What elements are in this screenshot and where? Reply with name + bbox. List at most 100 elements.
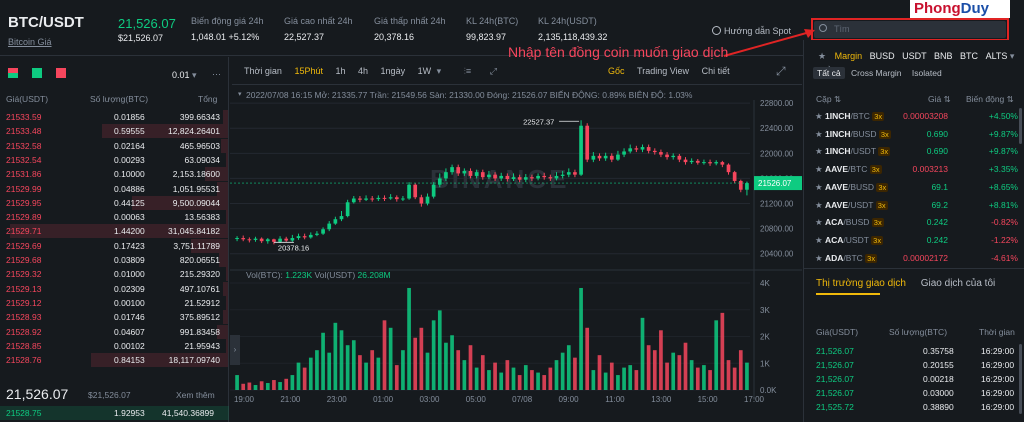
ask-row[interactable]: 21532.54 0.00293 63.09034 [0, 152, 228, 167]
volume-bar [308, 357, 313, 390]
subtab-all[interactable]: Tất cả [813, 67, 845, 79]
view-tradingview[interactable]: Trading View [637, 66, 690, 76]
ask-row[interactable]: 21529.12 0.00100 21.52912 [0, 295, 228, 310]
time-tick-label: 05:00 [466, 395, 487, 404]
candle [566, 172, 571, 175]
indicator-settings-icon[interactable]: ⫶≡ [463, 66, 472, 76]
ask-row[interactable]: 21529.68 0.03809 820.06551 [0, 253, 228, 267]
chevron-down-icon[interactable]: ▾ [1009, 51, 1015, 61]
search-input[interactable]: Tìm [814, 21, 1006, 38]
favorite-star-icon[interactable]: ★ [815, 234, 823, 245]
market-row[interactable]: ★ ACA/USDT 3x 0.242 -1.22% [803, 231, 1024, 249]
bid-row[interactable]: 21528.75 1.92953 41,540.36899 [0, 406, 229, 420]
high-marker-label: 22527.37 [523, 117, 554, 126]
market-row[interactable]: ★ ACA/BUSD 3x 0.242 -0.82% [803, 213, 1024, 231]
both-sides-icon[interactable] [8, 68, 18, 78]
volume-bar [272, 380, 276, 390]
ask-row[interactable]: 21529.32 0.01000 215.29320 [0, 267, 228, 282]
volume-bar [720, 312, 725, 390]
tab-margin[interactable]: Margin [834, 51, 863, 61]
chevron-down-icon[interactable]: ▾ [436, 66, 442, 76]
tab-bnb[interactable]: BNB [934, 51, 953, 61]
tab-alts[interactable]: ALTS [985, 51, 1008, 61]
ask-row[interactable]: 21529.69 0.17423 3,751.11789 [0, 238, 228, 253]
tf-15m[interactable]: 15Phút [294, 66, 323, 76]
view-original[interactable]: Gốc [608, 66, 625, 76]
pair-base: 1INCH [825, 111, 851, 121]
panel-toggle[interactable]: › [230, 335, 240, 365]
ask-row[interactable]: 21528.85 0.00102 21.95943 [0, 338, 228, 353]
trades-scrollbar[interactable] [1019, 344, 1022, 414]
pair-base: AAVE [825, 164, 848, 175]
favorite-star-icon[interactable]: ★ [815, 146, 823, 157]
favorite-star-icon[interactable]: ★ [815, 181, 823, 192]
ask-row[interactable]: 21532.58 0.02164 465.96503 [0, 138, 228, 153]
tab-usdt[interactable]: USDT [902, 51, 927, 61]
view-more-link[interactable]: Xem thêm [176, 390, 215, 400]
subtab-cross[interactable]: Cross Margin [851, 68, 902, 78]
ask-row[interactable]: 21529.13 0.02309 497.10761 [0, 281, 228, 296]
candlestick-chart[interactable]: 22800.0022400.0022000.0021600.0021200.00… [230, 100, 802, 422]
ask-total: 3,751.11789 [173, 240, 220, 251]
ask-row[interactable]: 21528.93 0.01746 375.89512 [0, 310, 228, 325]
ask-price: 21529.99 [6, 183, 42, 194]
ask-price: 21528.92 [6, 326, 42, 337]
market-row[interactable]: ★ AAVE/BTC 3x 0.003213 +3.35% [803, 160, 1024, 178]
mkt-col-change[interactable]: Biến động ⇅ [966, 94, 1014, 104]
more-icon[interactable]: ⋯ [212, 69, 221, 79]
ask-amount: 1.44200 [114, 226, 145, 237]
ask-row[interactable]: 21529.95 0.44125 9,500.09044 [0, 195, 228, 210]
tab-btc[interactable]: BTC [960, 51, 979, 61]
precision-select[interactable]: 0.01 ▾ [172, 70, 197, 80]
star-icon[interactable]: ★ [818, 51, 827, 61]
tab-my-trades[interactable]: Giao dịch của tôi [920, 278, 996, 289]
favorite-star-icon[interactable]: ★ [815, 217, 823, 228]
market-row[interactable]: ★ ADA/BTC 3x 0.00002172 -4.61% [803, 249, 1024, 265]
ask-amount: 0.00102 [114, 340, 145, 351]
ask-total: 12,824.26401 [168, 126, 220, 137]
ask-amount: 0.44125 [114, 197, 145, 208]
coin-info-link[interactable]: Bitcoin Giá [8, 37, 52, 47]
asks-only-icon[interactable] [56, 68, 66, 78]
pair-price: 69.2 [931, 199, 948, 210]
ask-row[interactable]: 21531.86 0.10000 2,153.18600 [0, 167, 228, 182]
favorite-star-icon[interactable]: ★ [815, 111, 823, 121]
ask-row[interactable]: 21529.71 1.44200 31,045.84182 [0, 224, 228, 239]
market-row[interactable]: ★ 1INCH/BTC 3x 0.00003208 +4.50% [803, 107, 1024, 125]
view-depth[interactable]: Chi tiết [701, 66, 730, 76]
tf-time[interactable]: Thời gian [244, 66, 282, 76]
fullscreen-icon[interactable]: ⤢ [489, 66, 497, 76]
tf-1d[interactable]: 1ngày [380, 66, 406, 76]
favorite-star-icon[interactable]: ★ [815, 164, 823, 175]
market-row[interactable]: ★ 1INCH/USDT 3x 0.690 +9.87% [803, 142, 1024, 160]
bids-only-icon[interactable] [32, 68, 42, 78]
market-row[interactable]: ★ AAVE/BUSD 3x 69.1 +8.65% [803, 178, 1024, 196]
ask-price: 21529.95 [6, 197, 42, 208]
tab-busd[interactable]: BUSD [869, 51, 895, 61]
favorite-star-icon[interactable]: ★ [815, 199, 823, 210]
pair-symbol[interactable]: BTC/USDT [8, 14, 84, 31]
spot-guide-link[interactable]: Hướng dẫn Spot [712, 26, 791, 36]
volume-bar [302, 367, 307, 390]
ask-row[interactable]: 21528.92 0.04607 991.83458 [0, 324, 228, 339]
candle [394, 197, 399, 200]
market-row[interactable]: ★ 1INCH/BUSD 3x 0.690 +9.87% [803, 125, 1024, 143]
tf-1w[interactable]: 1W [417, 66, 432, 76]
ask-row[interactable]: 21528.76 0.84153 18,117.09740 [0, 353, 228, 368]
market-scrollbar[interactable] [1019, 108, 1022, 144]
ask-row[interactable]: 21529.99 0.04886 1,051.95531 [0, 181, 228, 196]
tf-4h[interactable]: 4h [358, 66, 369, 76]
ask-row[interactable]: 21533.59 0.01856 399.66343 [0, 110, 228, 124]
tab-market-trades[interactable]: Thị trường giao dịch [816, 278, 906, 289]
collapse-icon[interactable]: ▾ [238, 91, 242, 98]
expand-icon[interactable]: ⤢ [776, 64, 786, 78]
ask-row[interactable]: 21533.48 0.59555 12,824.26401 [0, 124, 228, 139]
favorite-star-icon[interactable]: ★ [815, 252, 823, 263]
market-row[interactable]: ★ AAVE/USDT 3x 69.2 +8.81% [803, 196, 1024, 214]
mkt-col-price[interactable]: Giá ⇅ [928, 94, 951, 104]
tf-1h[interactable]: 1h [335, 66, 346, 76]
subtab-isolated[interactable]: Isolated [911, 68, 942, 78]
favorite-star-icon[interactable]: ★ [815, 128, 823, 139]
ask-row[interactable]: 21529.89 0.00063 13.56383 [0, 210, 228, 225]
mkt-col-pair[interactable]: Cặp ⇅ [816, 94, 842, 104]
